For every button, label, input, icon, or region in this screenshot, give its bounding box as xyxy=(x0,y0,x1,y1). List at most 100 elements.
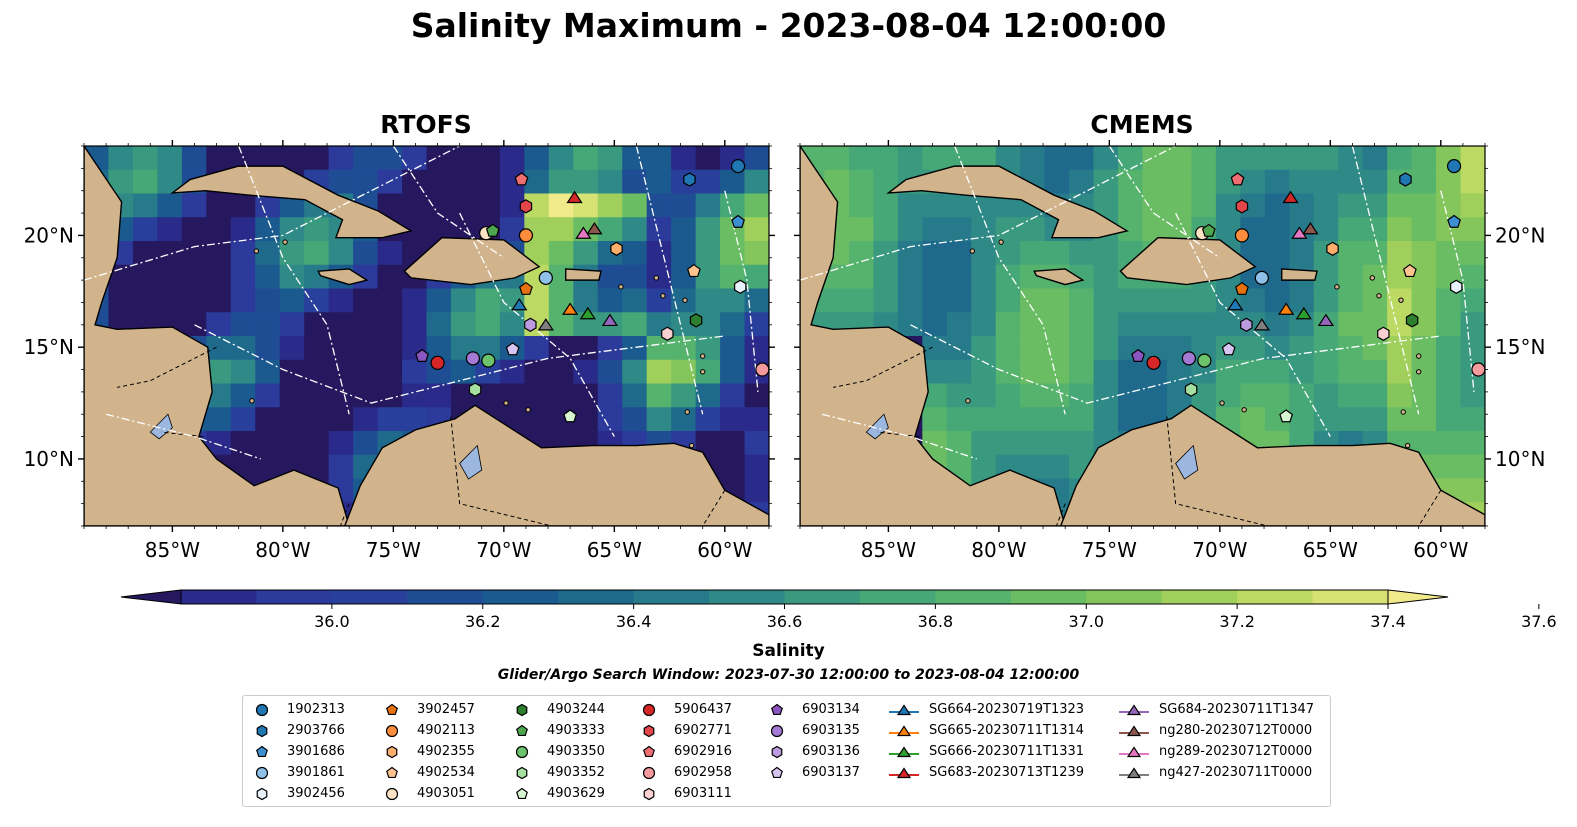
observation-marker-3902456-cmems xyxy=(1450,279,1463,295)
legend-label: 2903766 xyxy=(287,723,345,738)
lon-tick-label: 65°W xyxy=(587,538,642,562)
lon-tick-label: 80°W xyxy=(255,538,310,562)
observation-marker-ng289-20230712T0000-cmems xyxy=(1291,226,1308,239)
legend-label: 4903051 xyxy=(417,786,475,801)
observation-marker-3902457-rtofs xyxy=(519,281,533,295)
map-panel-cmems: 85°W 80°W 75°W 70°W 65°W 60°W 20°N 15°N 10°N xyxy=(794,140,1545,562)
legend-label: SG664-20230719T1323 xyxy=(929,702,1085,717)
observation-marker-4902355-cmems xyxy=(1326,241,1339,257)
circle-marker-icon xyxy=(642,703,656,717)
hexagon-marker-icon xyxy=(516,703,528,717)
colorbar-tick-label: 37.2 xyxy=(1219,612,1255,631)
lon-tick-label: 75°W xyxy=(1082,538,1137,562)
observation-marker-6903111-rtofs xyxy=(661,326,674,341)
observation-marker-SG665-20230711T1314-rtofs xyxy=(561,302,579,315)
observation-marker-6903135-rtofs xyxy=(465,351,481,366)
triangle-marker-icon xyxy=(1119,767,1149,779)
legend-label: 4903244 xyxy=(547,702,605,717)
legend-label: 4902534 xyxy=(417,765,475,780)
lat-tick-label: 10°N xyxy=(24,447,74,471)
observation-marker-4902534-rtofs xyxy=(686,263,701,278)
legend-label: 3901686 xyxy=(287,744,345,759)
legend-label: 3901861 xyxy=(287,765,345,780)
lon-tick-label: 85°W xyxy=(145,538,200,562)
lat-tick-label: 15°N xyxy=(24,335,74,359)
observation-marker-3901861-cmems xyxy=(1254,270,1269,285)
observation-marker-SG665-20230711T1314-cmems xyxy=(1277,302,1295,315)
legend-label: ng280-20230712T0000 xyxy=(1159,723,1313,738)
hexagon-marker-icon xyxy=(643,724,655,738)
triangle-marker-icon xyxy=(889,725,919,737)
lon-tick-label: 85°W xyxy=(861,538,916,562)
observation-marker-1902313-cmems xyxy=(1446,159,1462,174)
lon-tick-label: 60°W xyxy=(697,538,752,562)
observation-marker-3901686-rtofs xyxy=(731,214,745,228)
observation-marker-1902313-rtofs xyxy=(730,159,746,174)
observation-marker-6903136-rtofs xyxy=(524,317,537,333)
observation-marker-SG684-20230711T1347-cmems xyxy=(1317,313,1335,327)
legend-label: 3902456 xyxy=(287,786,345,801)
observation-marker-4903352-rtofs xyxy=(468,382,482,397)
observation-marker-6902958-cmems xyxy=(1471,362,1485,377)
figure-title: Salinity Maximum - 2023-08-04 12:00:00 xyxy=(410,6,1167,45)
hexagon-marker-icon xyxy=(516,766,528,780)
pentagon-marker-icon xyxy=(516,724,528,737)
observation-marker-ng280-20230712T0000-cmems xyxy=(1302,221,1319,235)
legend-label: 4903350 xyxy=(547,744,605,759)
legend-label: SG683-20230713T1239 xyxy=(929,765,1085,780)
observation-marker-4903244-cmems xyxy=(1405,313,1419,328)
observation-marker-SG666-20230711T1331-rtofs xyxy=(579,306,596,320)
observation-marker-3901686-cmems xyxy=(1447,214,1461,228)
observation-marker-6902771-rtofs xyxy=(519,199,533,214)
observation-marker-6903137-rtofs xyxy=(505,342,520,356)
triangle-marker-icon xyxy=(889,704,919,716)
observation-marker-ng427-20230711T0000-cmems xyxy=(1253,318,1270,331)
legend-label: SG666-20230711T1331 xyxy=(929,744,1085,759)
legend-label: 5906437 xyxy=(674,702,732,717)
circle-marker-icon xyxy=(515,745,529,759)
legend-label: 4903333 xyxy=(547,723,605,738)
legend-label: 6903137 xyxy=(802,765,860,780)
lon-tick-label: 70°W xyxy=(1192,538,1247,562)
legend-label: 6903135 xyxy=(802,723,860,738)
observation-marker-6903134-cmems xyxy=(1131,348,1145,362)
observation-marker-SG683-20230713T1239-rtofs xyxy=(566,190,583,204)
circle-marker-icon xyxy=(385,787,399,801)
circle-marker-icon xyxy=(385,724,399,738)
lon-tick-label: 70°W xyxy=(476,538,531,562)
observation-marker-SG664-20230719T1323-cmems xyxy=(1227,297,1244,311)
colorbar-tick-label: 37.0 xyxy=(1068,612,1104,631)
observation-marker-SG683-20230713T1239-cmems xyxy=(1282,190,1299,204)
legend-label: 6903134 xyxy=(802,702,860,717)
observation-marker-6903136-cmems xyxy=(1240,317,1253,333)
observation-marker-SG666-20230711T1331-cmems xyxy=(1295,306,1312,320)
lon-tick-label: 60°W xyxy=(1413,538,1468,562)
colorbar-tick-label: 36.4 xyxy=(616,612,652,631)
observation-marker-4902534-cmems xyxy=(1402,263,1417,278)
colorbar-label: Salinity xyxy=(752,641,825,661)
legend-label: SG665-20230711T1314 xyxy=(929,723,1085,738)
observation-marker-4902113-cmems xyxy=(1234,228,1250,243)
hexagon-marker-icon xyxy=(256,724,268,738)
observation-marker-6903137-cmems xyxy=(1221,342,1236,356)
observation-marker-3901861-rtofs xyxy=(538,270,553,285)
hexagon-marker-icon xyxy=(386,745,398,759)
pentagon-marker-icon xyxy=(771,766,783,779)
map-panel-rtofs: 85°W 80°W 75°W 70°W 65°W 60°W 20°N 15°N 10°N xyxy=(24,140,775,562)
circle-marker-icon xyxy=(255,766,269,780)
pentagon-marker-icon xyxy=(386,766,398,779)
triangle-marker-icon xyxy=(1119,725,1149,737)
legend-label: ng427-20230711T0000 xyxy=(1159,765,1313,780)
colorbar-tick-label: 37.6 xyxy=(1521,612,1557,631)
pentagon-marker-icon xyxy=(256,745,268,758)
legend-label: 4902113 xyxy=(417,723,475,738)
legend-label: 1902313 xyxy=(287,702,345,717)
legend-label: 3902457 xyxy=(417,702,475,717)
observation-marker-SG684-20230711T1347-rtofs xyxy=(601,313,619,327)
legend-label: 4902355 xyxy=(417,744,475,759)
observation-marker-4903350-rtofs xyxy=(481,353,496,368)
circle-marker-icon xyxy=(770,724,784,738)
observation-marker-4903333-rtofs xyxy=(485,223,500,237)
legend: 1902313 2903766 3901686 3901861 3902456 39024… xyxy=(242,695,1331,807)
colorbar-tick-label: 37.4 xyxy=(1370,612,1406,631)
